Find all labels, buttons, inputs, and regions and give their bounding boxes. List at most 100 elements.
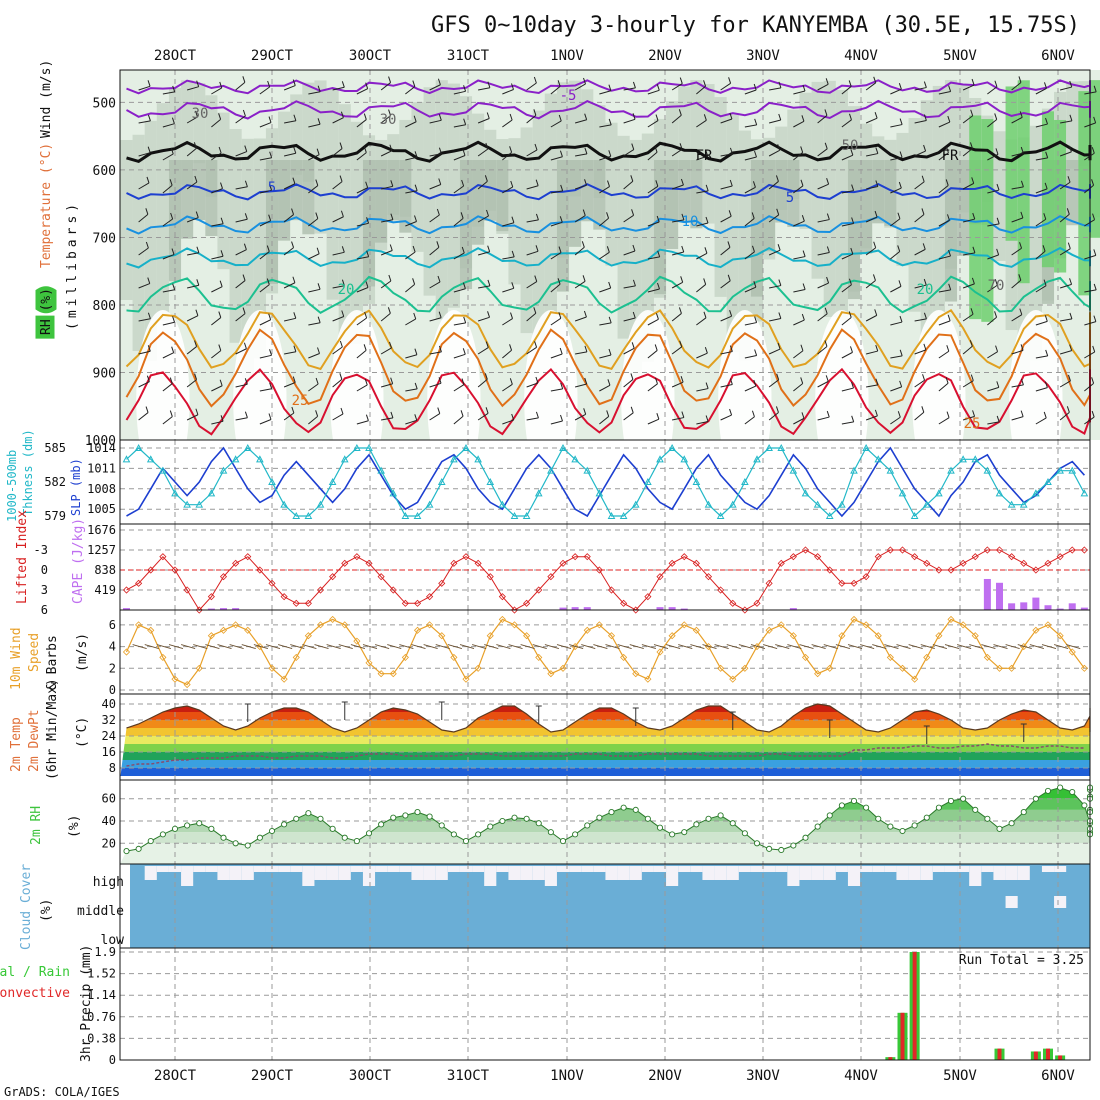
wind-barb-flag bbox=[414, 215, 417, 222]
wind-barb-flag bbox=[1091, 377, 1095, 384]
wind-barb-flag bbox=[292, 376, 296, 383]
wind-barb-flag bbox=[412, 278, 416, 285]
slp-tick: 1008 bbox=[87, 482, 116, 496]
cloud-mid-gap bbox=[1054, 896, 1067, 908]
wind-barb bbox=[453, 155, 466, 161]
day-label-top: 29OCT bbox=[251, 48, 294, 64]
rh-shade-dark bbox=[484, 160, 498, 221]
cloud-high-gap bbox=[1017, 866, 1030, 880]
wind-barb bbox=[768, 119, 781, 124]
wind-barb bbox=[1035, 355, 1048, 359]
wind-speed-point bbox=[1044, 621, 1052, 629]
surface-wind-barb bbox=[787, 644, 802, 650]
thickness-point bbox=[704, 500, 713, 508]
wind-barb-flag bbox=[681, 213, 685, 221]
wind-barb bbox=[429, 317, 442, 322]
wind-barb bbox=[866, 384, 879, 388]
rh-shade-dark bbox=[666, 160, 680, 250]
lifted-index-point bbox=[316, 586, 325, 594]
wind-barb-flag bbox=[341, 81, 345, 88]
day-label-bottom: 29OCT bbox=[251, 1068, 294, 1084]
lifted-index-point bbox=[450, 559, 458, 567]
temp-tick: 24 bbox=[102, 729, 116, 743]
cape-bar bbox=[789, 608, 797, 610]
wind-speed-point bbox=[1068, 648, 1076, 656]
wind-barb bbox=[793, 220, 805, 227]
wind-barb-flag bbox=[1093, 283, 1097, 291]
wind-barb bbox=[235, 348, 247, 355]
wind-barb bbox=[962, 380, 974, 388]
wind-barb bbox=[308, 154, 320, 161]
rh-shade-dark bbox=[581, 160, 595, 222]
lifted-index-point bbox=[814, 553, 822, 561]
thickness-point bbox=[340, 455, 349, 463]
surface-wind-barb bbox=[532, 644, 547, 650]
wind-speed-point bbox=[147, 626, 155, 634]
wind-barb bbox=[599, 287, 611, 293]
wind-barb-flag bbox=[705, 382, 709, 389]
wind-barb bbox=[332, 378, 343, 388]
wind-barb bbox=[356, 152, 367, 161]
rh-shade-light bbox=[496, 70, 510, 440]
lifted-index-point bbox=[135, 579, 143, 587]
rh-point bbox=[147, 838, 154, 845]
precip-tick: 0 bbox=[109, 1053, 116, 1067]
lifted-index-point bbox=[523, 599, 531, 607]
wind-barb bbox=[235, 186, 248, 190]
wind-barb bbox=[647, 89, 660, 95]
wind-barb-flag bbox=[875, 180, 879, 187]
lifted-index-axis-label: Lifted Index bbox=[15, 510, 30, 604]
cape-bar bbox=[1044, 605, 1052, 610]
wind-barb bbox=[1035, 250, 1046, 260]
wind-barb-flag bbox=[269, 349, 273, 356]
wind-barb-flag bbox=[923, 144, 927, 152]
wind-barb bbox=[1011, 82, 1022, 91]
wind-barb-flag bbox=[632, 81, 636, 89]
wind-barb bbox=[987, 189, 1000, 194]
wind-barb-flag bbox=[777, 144, 781, 151]
thickness-point bbox=[134, 443, 143, 451]
thickness-point bbox=[935, 489, 943, 497]
thickness-tick: 579 bbox=[44, 509, 66, 523]
cape-bar bbox=[220, 608, 227, 610]
wind-barb-flag bbox=[632, 311, 636, 319]
wind-barb bbox=[987, 223, 1000, 227]
lifted-index-point bbox=[729, 599, 737, 607]
wind-speed-point bbox=[268, 664, 276, 672]
cloud-high-gap bbox=[823, 866, 836, 880]
rh-point bbox=[402, 812, 409, 819]
wind-barb-flag bbox=[630, 406, 634, 413]
surface-wind-barb bbox=[181, 644, 196, 650]
wind-barb bbox=[211, 385, 223, 392]
cloud-high-gap bbox=[702, 866, 715, 880]
wind-barb bbox=[744, 124, 757, 128]
wind-barb bbox=[162, 153, 174, 161]
wind-barb-flag bbox=[584, 179, 588, 186]
wind-barb bbox=[744, 186, 756, 194]
wind-barb-flag bbox=[1091, 147, 1095, 154]
cloud-cover-panel bbox=[119, 863, 1091, 949]
wind-barb bbox=[138, 381, 150, 388]
wind-barb-flag bbox=[365, 181, 369, 188]
surface-wind-barb bbox=[1066, 644, 1081, 650]
wind-barb bbox=[599, 416, 610, 425]
lifted-index-point bbox=[874, 553, 882, 561]
wind-barb bbox=[841, 317, 852, 326]
pressure-tick: 900 bbox=[93, 366, 116, 381]
wind-barb-flag bbox=[340, 407, 344, 415]
rh-point bbox=[681, 829, 688, 836]
wind-barb bbox=[1035, 387, 1048, 392]
wind-barb-flag bbox=[632, 244, 636, 252]
cloud-high-gap bbox=[241, 866, 254, 880]
wind-barb-flag bbox=[971, 177, 975, 184]
wind-barb bbox=[308, 353, 320, 359]
wind-speed-point bbox=[692, 626, 700, 634]
wind-barb bbox=[890, 187, 902, 194]
lifted-index-point bbox=[559, 559, 567, 567]
cloud-high-gap bbox=[459, 866, 473, 872]
wind-barb bbox=[890, 416, 901, 425]
contour-label: 20 bbox=[917, 282, 934, 298]
rh-shade-dark bbox=[860, 160, 874, 254]
rh-point bbox=[693, 821, 700, 828]
